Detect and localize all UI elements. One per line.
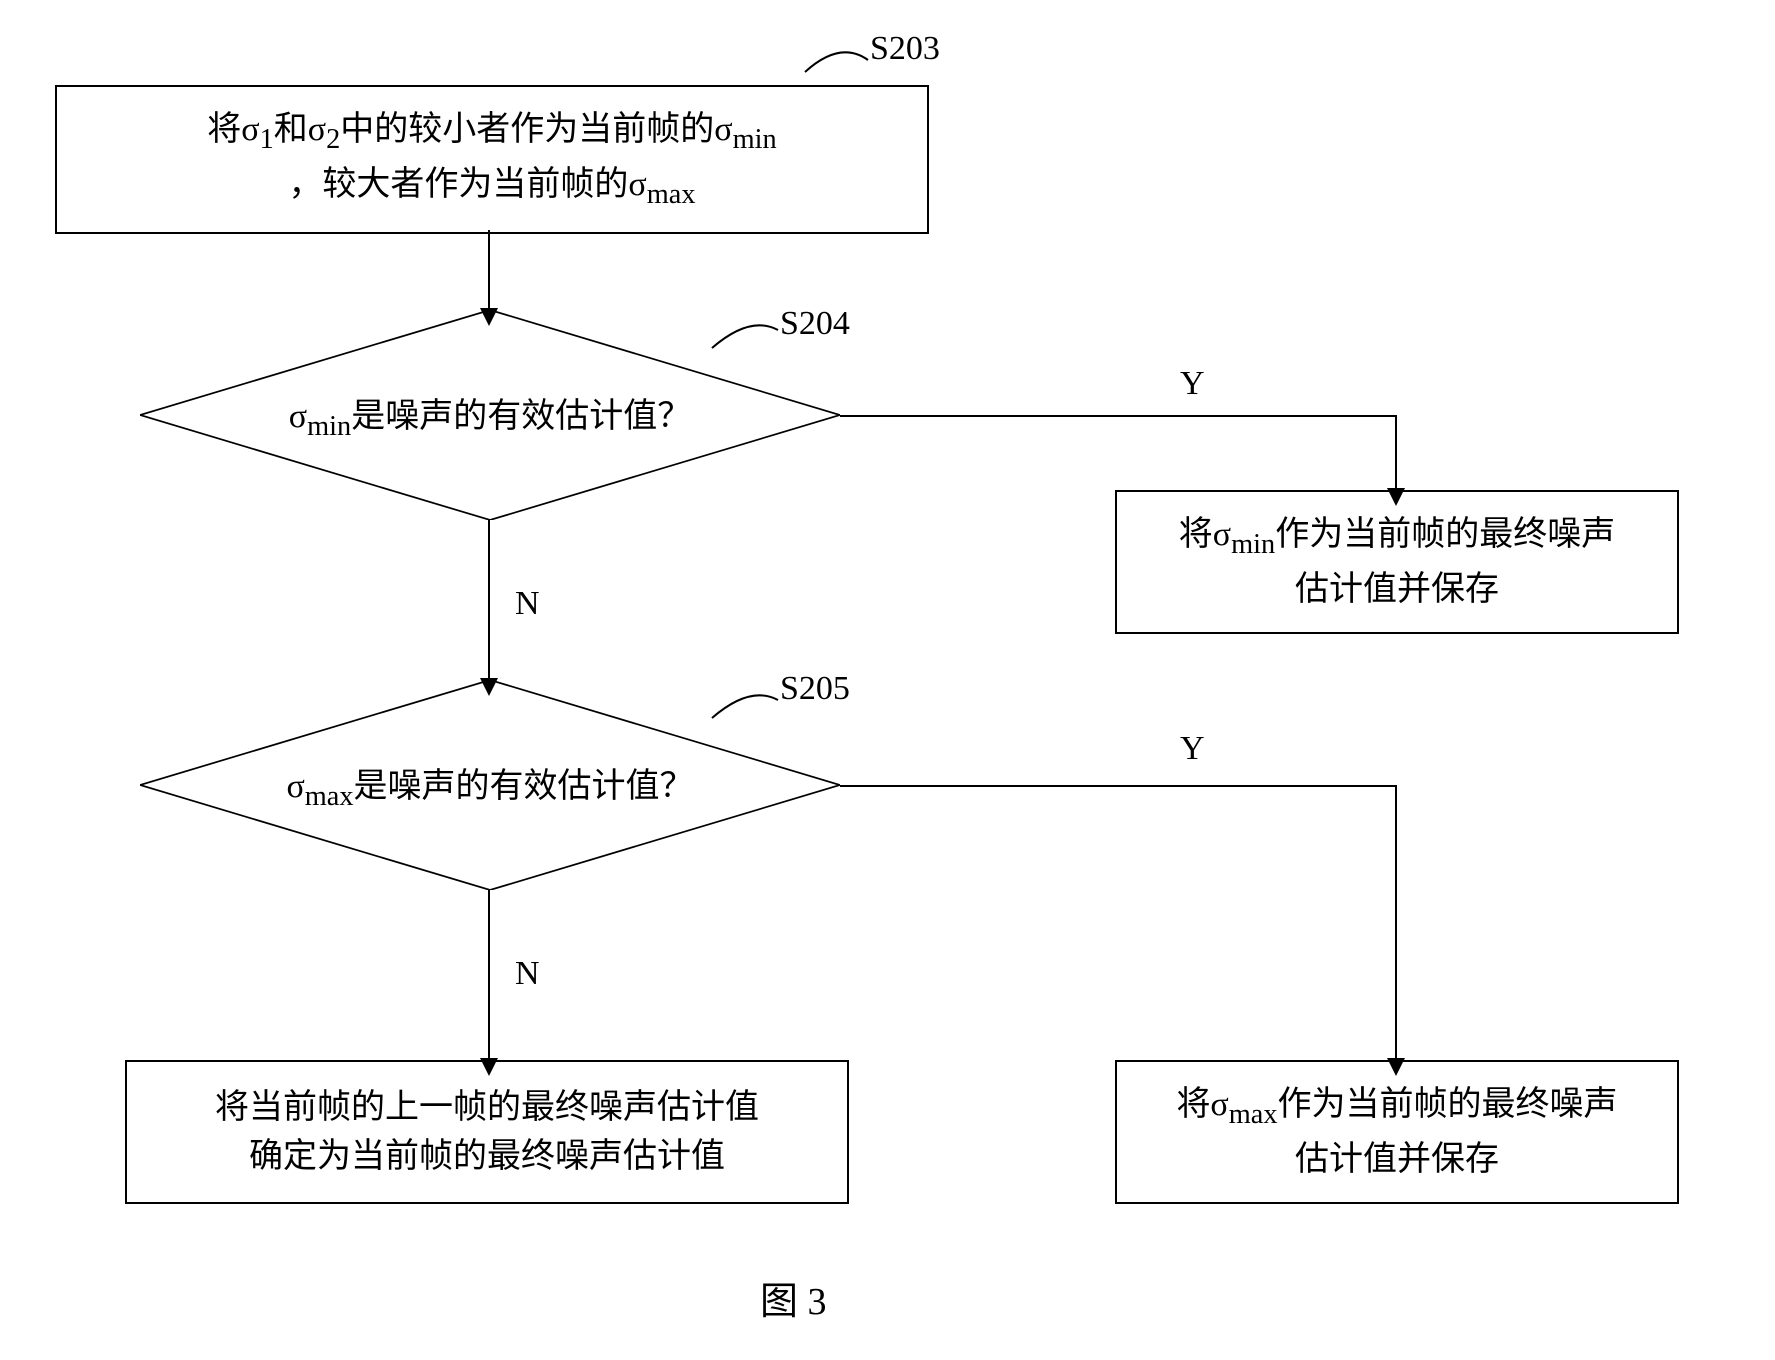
process-s203: 将σ1和σ2中的较小者作为当前帧的σmin，较大者作为当前帧的σmax <box>55 85 929 234</box>
figure-caption: 图 3 <box>760 1270 827 1325</box>
process-out_prev: 将当前帧的上一帧的最终噪声估计值确定为当前帧的最终噪声估计值 <box>125 1060 849 1204</box>
process-out_min: 将σmin作为当前帧的最终噪声估计值并保存 <box>1115 490 1679 634</box>
arrow-down-icon <box>1387 488 1405 506</box>
process-out_max: 将σmax作为当前帧的最终噪声估计值并保存 <box>1115 1060 1679 1204</box>
edge-label: N <box>515 585 540 623</box>
process-text: 将σ1和σ2中的较小者作为当前帧的σmin，较大者作为当前帧的σmax <box>195 99 788 221</box>
edge-label: Y <box>1180 730 1205 768</box>
edge-line <box>488 890 490 1060</box>
flowchart-canvas: 将σ1和σ2中的较小者作为当前帧的σmin，较大者作为当前帧的σmax S203 σ… <box>0 0 1775 1360</box>
edge-line <box>488 520 490 680</box>
decision-text: σmax是噪声的有效估计值？ <box>140 680 840 890</box>
arrow-down-icon <box>1387 1058 1405 1076</box>
arrow-down-icon <box>480 308 498 326</box>
edge-label: Y <box>1180 365 1205 403</box>
edge-line <box>1395 785 1397 1060</box>
edge-line <box>1395 415 1397 490</box>
edge-line <box>840 785 1397 787</box>
arrow-down-icon <box>480 678 498 696</box>
process-text: 将σmin作为当前帧的最终噪声估计值并保存 <box>1167 504 1627 620</box>
decision-s204: σmin是噪声的有效估计值？ <box>140 310 840 520</box>
process-text: 将当前帧的上一帧的最终噪声估计值确定为当前帧的最终噪声估计值 <box>203 1077 771 1188</box>
step-connector <box>805 52 868 72</box>
decision-text: σmin是噪声的有效估计值？ <box>140 310 840 520</box>
step-label-s204: S204 <box>780 305 850 343</box>
edge-label: N <box>515 955 540 993</box>
edge-line <box>488 230 490 310</box>
edge-line <box>840 415 1397 417</box>
process-text: 将σmax作为当前帧的最终噪声估计值并保存 <box>1164 1074 1629 1190</box>
step-label-s203: S203 <box>870 30 940 68</box>
step-label-s205: S205 <box>780 670 850 708</box>
decision-s205: σmax是噪声的有效估计值？ <box>140 680 840 890</box>
arrow-down-icon <box>480 1058 498 1076</box>
